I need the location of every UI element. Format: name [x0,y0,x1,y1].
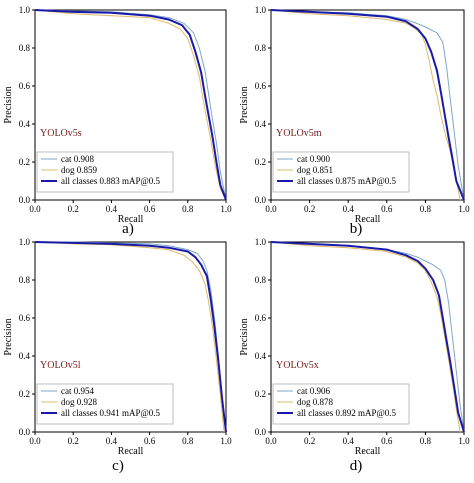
panel-c-x-tick-label: 0.4 [106,436,118,446]
panel-d-x-axis-label: Recall [355,446,381,457]
panel-b-model-label: YOLOv5m [276,128,322,139]
panel-d-legend-entry-all-classes: all classes 0.892 mAP@0.5 [297,408,397,418]
panel-a-legend-entry-all-classes: all classes 0.883 mAP@0.5 [61,176,161,186]
panel-a-y-tick-label: 0.8 [19,43,31,53]
panel-a-legend-entry-cat: cat 0.908 [61,154,94,164]
panel-b-y-tick-label: 0.4 [255,119,267,129]
panel-d-x-tick-label: 1.0 [458,436,470,446]
panel-b-y-tick-label: 0.6 [255,81,267,91]
panel-a-series-dog [34,9,227,201]
panel-b-x-axis-label: Recall [355,214,381,225]
panel-d-y-tick-label: 0.6 [255,313,267,323]
panel-a-series-all-classes [34,9,227,201]
panel-b-legend-entry-cat: cat 0.900 [297,154,330,164]
panel-c-legend-entry-dog: dog 0.928 [61,397,98,407]
panel-d-y-tick-label: 1.0 [255,237,267,247]
panel-b-caption: b) [350,221,363,237]
panel-a-legend-entry-dog: dog 0.859 [61,165,98,175]
panel-a-y-tick-label: 0.2 [19,157,30,167]
panel-c-legend-entry-all-classes: all classes 0.941 mAP@0.5 [61,408,161,418]
panel-c-legend-entry-cat: cat 0.954 [61,386,94,396]
panel-c-y-tick-label: 0.8 [19,275,31,285]
panel-c-model-label: YOLOv5l [40,360,81,371]
panel-a-y-axis-label: Precision [3,86,14,123]
panel-d-y-tick-label: 0.0 [255,427,267,437]
panel-c-y-tick-label: 0.6 [19,313,31,323]
panel-d-caption: d) [350,458,363,474]
panel-a-model-label: YOLOv5s [40,128,82,139]
panel-c-y-tick-label: 0.4 [19,351,31,361]
panel-d-x-tick-label: 0.2 [304,436,315,446]
panel-d-x-tick-label: 0.6 [381,436,393,446]
panel-a-caption: a) [122,221,134,237]
panel-c-y-tick-label: 1.0 [19,237,31,247]
panel-b-y-tick-label: 0.8 [255,43,267,53]
panel-b-x-tick-label: 0.4 [343,204,355,214]
panel-b-x-tick-label: 0.8 [420,204,432,214]
panel-a-x-tick-label: 0.6 [144,204,156,214]
panel-d-y-tick-label: 0.4 [255,351,267,361]
panel-c-caption: c) [112,458,124,474]
panel-c-y-tick-label: 0.0 [19,427,31,437]
panel-d-y-axis-label: Precision [239,318,250,355]
panel-a-x-tick-label: 0.8 [182,204,194,214]
panel-b-legend-entry-all-classes: all classes 0.875 mAP@0.5 [297,176,397,186]
panel-a-legend-box [36,151,174,193]
panel-b-y-tick-label: 0.0 [255,195,267,205]
panel-a-y-tick-label: 1.0 [19,5,31,15]
panel-a-x-tick-label: 0.0 [29,204,41,214]
panel-c-series-dog [34,241,225,433]
panel-c-x-tick-label: 0.2 [68,436,79,446]
panel-c-x-tick-label: 1.0 [220,436,232,446]
panel-d-series-dog [270,241,461,433]
panel-c-x-axis-label: Recall [118,446,144,457]
panel-d-legend-entry-dog: dog 0.878 [297,397,334,407]
panel-a-y-tick-label: 0.0 [19,195,31,205]
panel-d-x-tick-label: 0.8 [420,436,432,446]
panel-c-series-all-classes [34,241,227,433]
panel-c-y-tick-label: 0.2 [19,389,30,399]
panel-b-x-tick-label: 1.0 [458,204,470,214]
panel-b-x-tick-label: 0.2 [304,204,315,214]
panel-a-x-tick-label: 0.4 [106,204,118,214]
panel-c-x-tick-label: 0.8 [182,436,194,446]
panel-b-y-tick-label: 1.0 [255,5,267,15]
panel-d-y-tick-label: 0.8 [255,275,267,285]
panel-b-x-tick-label: 0.6 [381,204,393,214]
panel-c-legend-box [36,383,174,425]
panel-a-x-axis-label: Recall [118,214,144,225]
panel-a-y-tick-label: 0.4 [19,119,31,129]
panel-b-series-dog [270,9,461,201]
panel-b-legend-entry-dog: dog 0.851 [297,165,333,175]
panel-b-x-tick-label: 0.0 [265,204,277,214]
panel-d-x-tick-label: 0.4 [343,436,355,446]
panel-b-legend-box [272,151,410,193]
panel-d-series-all-classes [270,241,465,433]
panel-c-y-axis-label: Precision [3,318,14,355]
panel-a-y-tick-label: 0.6 [19,81,31,91]
panel-a-x-tick-label: 1.0 [220,204,232,214]
panel-d-model-label: YOLOv5x [276,360,319,371]
panel-c-x-tick-label: 0.6 [144,436,156,446]
panel-a-x-tick-label: 0.2 [68,204,79,214]
panel-b-series-all-classes [270,9,465,201]
panel-b-y-axis-label: Precision [239,86,250,123]
panel-d-legend-box [272,383,410,425]
panel-b-y-tick-label: 0.2 [255,157,266,167]
panel-c-x-tick-label: 0.0 [29,436,41,446]
panel-d-legend-entry-cat: cat 0.906 [297,386,330,396]
panel-d-y-tick-label: 0.2 [255,389,266,399]
panel-d-x-tick-label: 0.0 [265,436,277,446]
